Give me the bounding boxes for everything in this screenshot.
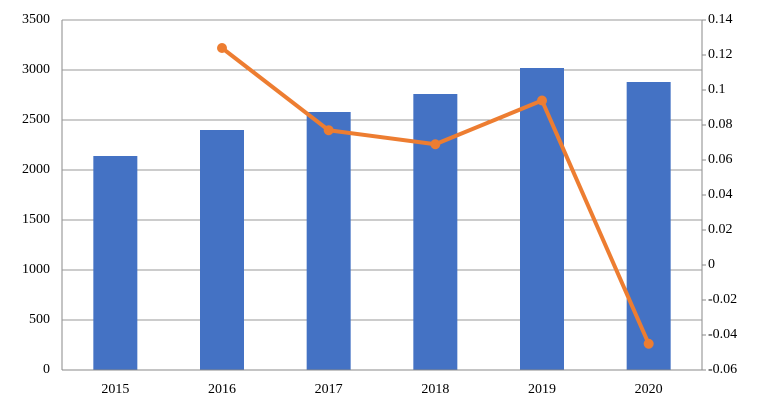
- y-tick-label: 500: [29, 312, 50, 327]
- y2-tick-label: 0.08: [708, 117, 733, 132]
- x-tick-label: 2020: [635, 382, 663, 397]
- y2-tick-label: 0.12: [708, 47, 733, 62]
- line-point: [537, 95, 547, 106]
- x-tick-label: 2016: [208, 382, 236, 397]
- bar: [520, 68, 564, 370]
- y2-tick-label: -0.04: [708, 327, 737, 342]
- y2-tick-label: -0.06: [708, 362, 737, 377]
- line-point: [643, 338, 654, 349]
- bar: [413, 94, 458, 370]
- y-tick-label: 3500: [22, 12, 50, 27]
- y-tick-label: 3000: [22, 62, 50, 77]
- y-tick-label: 2000: [22, 162, 50, 177]
- y2-tick-label: 0.04: [708, 187, 733, 202]
- y-tick-label: 1500: [22, 212, 50, 227]
- bar: [93, 156, 138, 370]
- y2-tick-label: 0.14: [708, 12, 733, 27]
- y2-tick-label: 0.1: [708, 82, 726, 97]
- bar: [626, 82, 671, 370]
- x-tick-label: 2017: [315, 382, 343, 397]
- y-tick-label: 2500: [22, 112, 50, 127]
- y-tick-label: 1000: [22, 262, 50, 277]
- y2-tick-label: 0: [708, 257, 715, 272]
- x-tick-label: 2018: [421, 382, 449, 397]
- y2-tick-label: 0.02: [708, 222, 733, 237]
- y2-tick-label: 0.06: [708, 152, 733, 167]
- bar: [200, 130, 244, 370]
- line-point: [323, 125, 334, 136]
- line-point: [217, 43, 227, 53]
- x-tick-label: 2019: [528, 382, 556, 397]
- bar: [306, 112, 351, 370]
- y2-tick-label: -0.02: [708, 292, 737, 307]
- x-tick-label: 2015: [101, 382, 129, 397]
- y-tick-label: 0: [43, 362, 50, 377]
- line-point: [430, 139, 441, 150]
